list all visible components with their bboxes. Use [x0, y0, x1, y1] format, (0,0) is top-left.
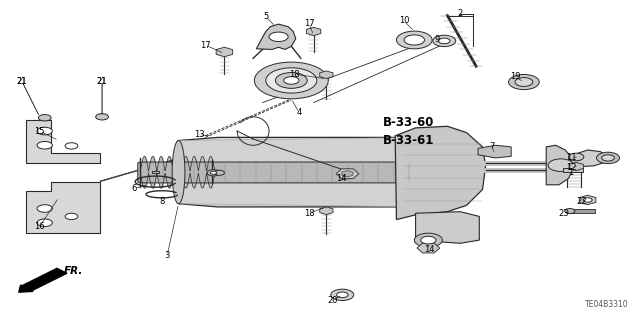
Circle shape — [433, 35, 456, 47]
Circle shape — [214, 170, 225, 175]
Polygon shape — [415, 212, 479, 243]
Text: 3: 3 — [164, 251, 170, 260]
Text: 21: 21 — [97, 77, 108, 85]
Circle shape — [275, 72, 307, 88]
Text: FR.: FR. — [64, 266, 83, 276]
Text: 20: 20 — [328, 296, 338, 305]
FancyBboxPatch shape — [138, 162, 429, 183]
Text: 21: 21 — [97, 77, 108, 85]
Circle shape — [37, 205, 52, 212]
Circle shape — [254, 62, 328, 99]
Text: 14: 14 — [424, 245, 435, 254]
Circle shape — [515, 78, 533, 86]
Circle shape — [284, 77, 299, 84]
Text: 11: 11 — [566, 153, 577, 162]
Polygon shape — [568, 150, 608, 167]
Text: 21: 21 — [17, 77, 27, 85]
Polygon shape — [179, 137, 447, 207]
Circle shape — [564, 209, 575, 214]
Polygon shape — [26, 120, 100, 163]
Circle shape — [38, 115, 51, 121]
Polygon shape — [395, 126, 486, 219]
Text: 13: 13 — [194, 130, 204, 139]
Text: 4: 4 — [296, 108, 301, 117]
Circle shape — [37, 141, 52, 149]
Text: 23: 23 — [558, 209, 569, 218]
Text: 22: 22 — [576, 197, 586, 206]
Circle shape — [211, 171, 217, 174]
Circle shape — [37, 127, 52, 135]
Bar — [570, 210, 595, 213]
Text: 15: 15 — [35, 127, 45, 136]
FancyArrow shape — [19, 268, 67, 292]
Text: 7: 7 — [490, 142, 495, 151]
Circle shape — [396, 31, 432, 49]
Circle shape — [404, 35, 424, 45]
Circle shape — [548, 159, 573, 172]
Circle shape — [65, 143, 78, 149]
Polygon shape — [256, 24, 296, 49]
Text: 16: 16 — [35, 222, 45, 231]
Circle shape — [420, 236, 436, 244]
Text: 5: 5 — [263, 12, 268, 21]
Polygon shape — [546, 145, 573, 185]
Circle shape — [583, 198, 592, 202]
Text: 18: 18 — [289, 70, 300, 78]
Text: 12: 12 — [566, 163, 577, 172]
Text: 14: 14 — [336, 174, 346, 183]
Circle shape — [37, 219, 52, 226]
Text: 19: 19 — [509, 72, 520, 81]
Text: 2: 2 — [458, 9, 463, 18]
Text: 10: 10 — [399, 17, 410, 26]
Text: 18: 18 — [304, 209, 314, 218]
Polygon shape — [478, 145, 511, 158]
Circle shape — [266, 68, 317, 93]
Circle shape — [331, 289, 354, 300]
Text: 6: 6 — [131, 184, 136, 193]
Bar — [563, 168, 582, 172]
Text: 17: 17 — [200, 41, 211, 49]
Bar — [152, 171, 159, 173]
Circle shape — [414, 233, 442, 247]
Circle shape — [568, 153, 584, 161]
Circle shape — [96, 114, 108, 120]
Polygon shape — [26, 182, 100, 233]
Text: 8: 8 — [159, 197, 164, 206]
Circle shape — [438, 38, 450, 44]
Circle shape — [509, 74, 540, 90]
Text: 9: 9 — [435, 35, 440, 44]
Circle shape — [337, 292, 348, 298]
Circle shape — [269, 32, 288, 41]
Text: B-33-60
B-33-61: B-33-60 B-33-61 — [383, 116, 434, 147]
Text: 17: 17 — [304, 19, 314, 28]
Circle shape — [65, 213, 78, 219]
Circle shape — [596, 152, 620, 164]
Ellipse shape — [172, 141, 185, 204]
Text: TE04B3310: TE04B3310 — [586, 300, 629, 309]
Text: 21: 21 — [17, 77, 27, 85]
Text: 1: 1 — [568, 168, 573, 177]
Circle shape — [602, 155, 614, 161]
Circle shape — [207, 170, 220, 176]
